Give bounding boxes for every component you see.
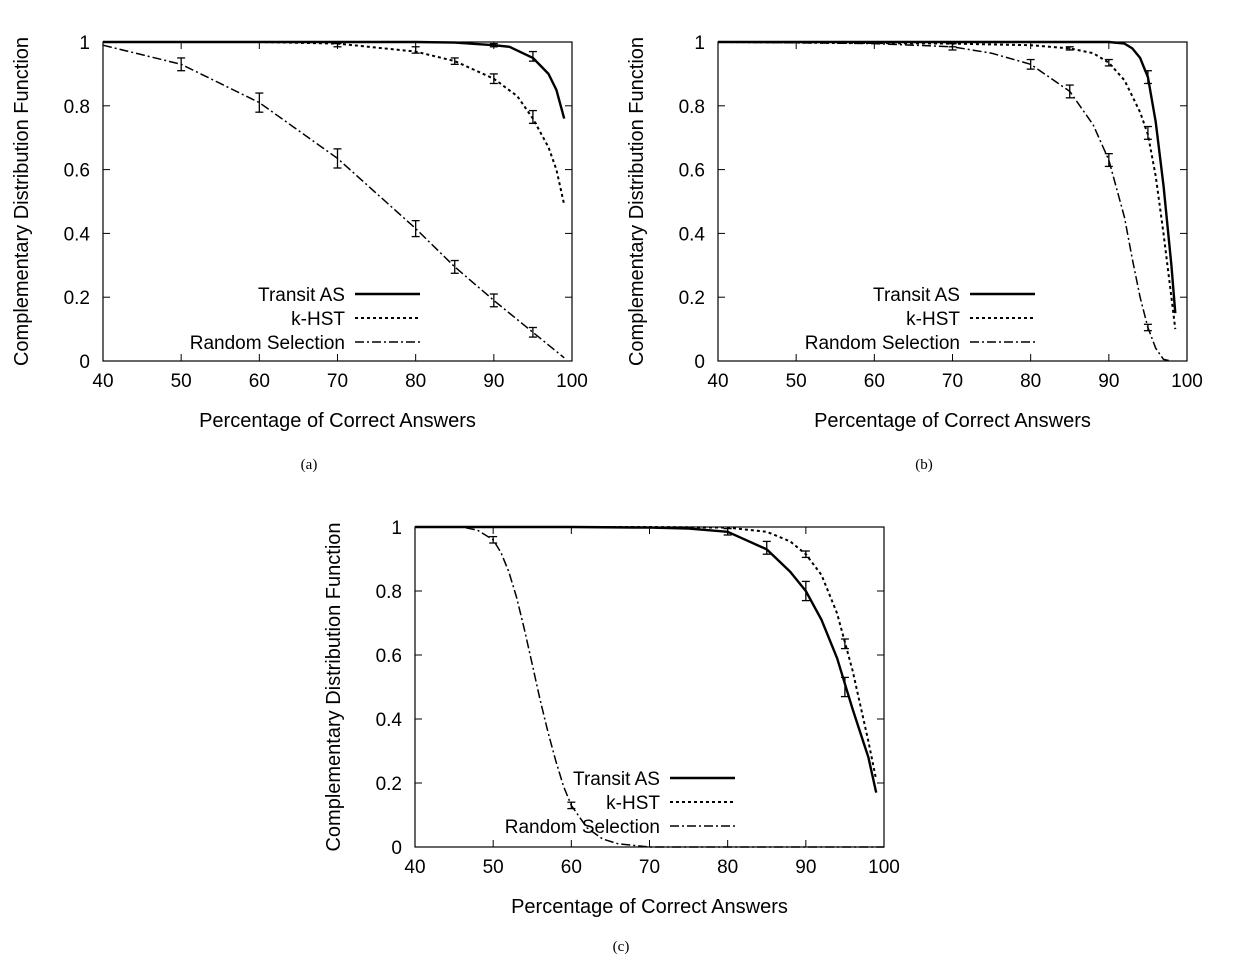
error-bar — [489, 42, 498, 48]
x-tick-label: 90 — [483, 371, 504, 392]
error-bar — [333, 148, 342, 169]
series-line-random-selection — [102, 44, 565, 359]
y-axis-label: Complementary Distribution Function — [323, 522, 345, 851]
chart-3: 40 50 60 70 80 90 100 0 0.2 0.4 0.6 0.8 1 Percentage … — [323, 518, 900, 955]
error-bar — [489, 293, 498, 308]
x-tick-label: 70 — [942, 371, 963, 392]
error-bar — [528, 109, 537, 124]
y-tick-label: 0.6 — [64, 161, 90, 182]
series-line-transit-as — [415, 525, 878, 793]
x-tick-label: 60 — [249, 371, 270, 392]
y-tick-label: 0.4 — [64, 224, 91, 245]
x-tick-label: 90 — [1098, 371, 1119, 392]
x-axis-label: Percentage of Correct Answers — [199, 410, 476, 432]
legend-label: Random Selection — [190, 333, 345, 354]
error-bar — [450, 57, 459, 65]
legend-label: k-HST — [906, 309, 960, 330]
error-bar — [177, 57, 186, 72]
legend-label: Random Selection — [505, 817, 660, 838]
error-bar — [528, 50, 537, 62]
series-line-k-hst — [717, 41, 1177, 330]
y-tick-label: 0.8 — [376, 582, 402, 603]
legend-label: k-HST — [606, 793, 660, 814]
legend-label: Transit AS — [258, 285, 345, 306]
y-tick-label: 1 — [391, 518, 402, 539]
x-tick-label: 40 — [404, 857, 425, 878]
error-bar — [489, 73, 498, 85]
chart-1: 40 50 60 70 80 90 100 0 0.2 0.4 0.6 0.8 1 Percentage … — [11, 33, 588, 473]
x-tick-label: 70 — [327, 371, 348, 392]
series-line-transit-as — [718, 40, 1177, 314]
y-tick-label: 0.4 — [679, 224, 706, 245]
x-tick-label: 100 — [868, 857, 900, 878]
x-tick-label: 50 — [171, 371, 192, 392]
error-bar — [255, 92, 264, 113]
error-bar — [411, 46, 420, 54]
series-line-transit-as — [103, 40, 566, 119]
error-bar — [801, 550, 810, 559]
y-tick-label: 0.4 — [376, 710, 403, 731]
x-tick-label: 40 — [92, 371, 113, 392]
error-bar — [801, 580, 810, 602]
y-tick-label: 0.8 — [64, 97, 90, 118]
y-tick-label: 0 — [79, 352, 90, 373]
x-tick-label: 50 — [786, 371, 807, 392]
x-tick-label: 100 — [556, 371, 588, 392]
legend-label: k-HST — [291, 309, 345, 330]
error-bar — [1104, 152, 1113, 168]
y-tick-label: 0.8 — [679, 97, 705, 118]
legend-label: Random Selection — [805, 333, 960, 354]
x-tick-label: 80 — [1020, 371, 1041, 392]
error-bar — [1065, 46, 1074, 51]
error-bar — [1065, 84, 1074, 99]
y-axis-label: Complementary Distribution Function — [11, 37, 33, 366]
error-bar — [1143, 70, 1152, 85]
error-bar — [1104, 58, 1113, 67]
x-axis-label: Percentage of Correct Answers — [814, 410, 1091, 432]
x-tick-label: 50 — [483, 857, 504, 878]
y-tick-label: 1 — [79, 33, 90, 54]
error-bar — [450, 259, 459, 274]
x-tick-label: 70 — [639, 857, 660, 878]
series-line-k-hst — [415, 526, 878, 780]
error-bar — [762, 540, 771, 555]
error-bar — [567, 801, 576, 810]
y-tick-label: 0.2 — [376, 774, 402, 795]
error-bar — [333, 42, 342, 48]
error-bar — [948, 42, 957, 51]
legend-label: Transit AS — [573, 769, 660, 790]
y-axis-label: Complementary Distribution Function — [626, 37, 648, 366]
error-bar — [528, 326, 537, 338]
x-tick-label: 80 — [405, 371, 426, 392]
x-tick-label: 60 — [864, 371, 885, 392]
x-tick-label: 100 — [1171, 371, 1203, 392]
error-bar — [1026, 58, 1035, 70]
y-tick-label: 1 — [694, 33, 705, 54]
y-tick-label: 0.2 — [64, 288, 90, 309]
series-line-k-hst — [103, 41, 566, 205]
chart-2: 40 50 60 70 80 90 100 0 0.2 0.4 0.6 0.8 1 Percentage … — [626, 33, 1203, 473]
x-tick-label: 40 — [707, 371, 728, 392]
subfigure-caption: (a) — [301, 457, 318, 473]
x-tick-label: 80 — [717, 857, 738, 878]
error-bar — [411, 219, 420, 238]
subfigure-caption: (c) — [613, 939, 630, 955]
error-bar — [1143, 125, 1152, 140]
y-tick-label: 0 — [694, 352, 705, 373]
x-tick-label: 90 — [795, 857, 816, 878]
y-tick-label: 0.2 — [679, 288, 705, 309]
error-bar — [840, 676, 849, 698]
error-bar — [489, 535, 498, 544]
x-tick-label: 60 — [561, 857, 582, 878]
error-bar — [840, 638, 849, 650]
y-tick-label: 0.6 — [376, 646, 402, 667]
y-tick-label: 0 — [391, 838, 402, 859]
error-bar — [1143, 323, 1152, 332]
subfigure-caption: (b) — [915, 457, 933, 473]
x-axis-label: Percentage of Correct Answers — [511, 896, 788, 918]
y-tick-label: 0.6 — [679, 161, 705, 182]
legend-label: Transit AS — [873, 285, 960, 306]
